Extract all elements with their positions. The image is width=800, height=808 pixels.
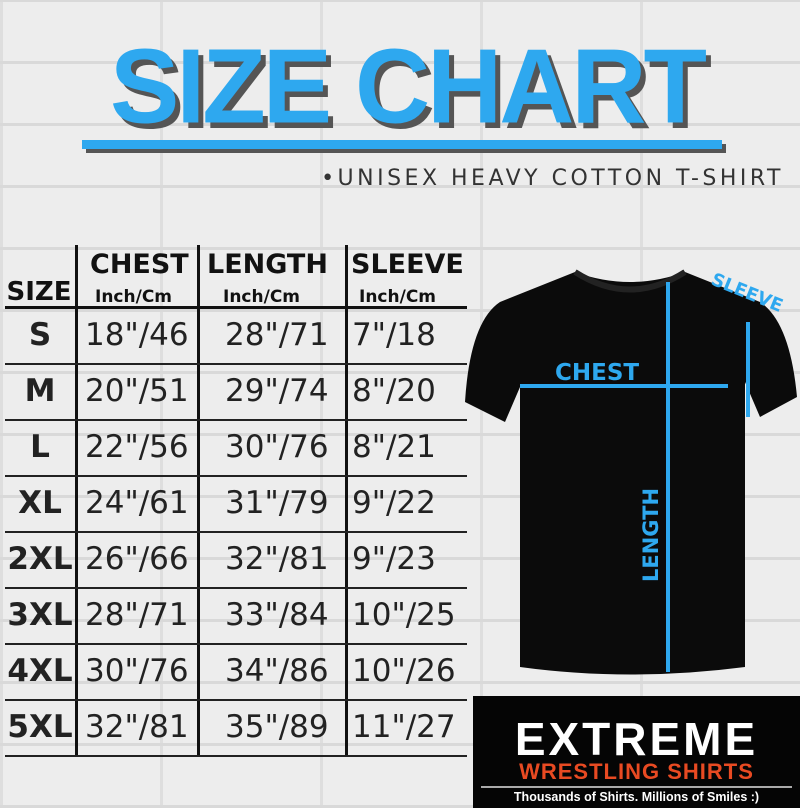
cell-length: 32"/81 [225, 541, 329, 577]
unit-length: Inch/Cm [223, 287, 301, 307]
unit-sleeve: Inch/Cm [359, 287, 437, 307]
brand-logo: EXTREME WRESTLING SHIRTS Thousands of Sh… [473, 696, 800, 808]
cell-chest: 24"/61 [85, 485, 189, 521]
divider [197, 245, 200, 755]
table-row: 4XL 30"/76 34"/86 10"/26 [5, 645, 467, 701]
cell-length: 30"/76 [225, 429, 329, 465]
cell-size: L [30, 429, 50, 465]
header-chest: CHEST [90, 249, 189, 280]
header-sleeve: SLEEVE [351, 249, 464, 280]
table-row: 5XL 32"/81 35"/89 11"/27 [5, 701, 467, 757]
cell-size: 3XL [7, 597, 73, 633]
length-label: LENGTH [639, 488, 663, 582]
subtitle: •UNISEX HEAVY COTTON T-SHIRT [321, 166, 784, 191]
page-title: SIZE CHART [110, 27, 707, 147]
cell-length: 28"/71 [225, 317, 329, 353]
cell-chest: 22"/56 [85, 429, 189, 465]
cell-size: M [24, 373, 56, 409]
tshirt-shape [465, 272, 797, 675]
logo-wordmark: EXTREME [514, 713, 759, 765]
cell-size: 2XL [7, 541, 73, 577]
cell-chest: 18"/46 [85, 317, 189, 353]
table-row: M 20"/51 29"/74 8"/20 [5, 365, 467, 421]
table-row: 3XL 28"/71 33"/84 10"/25 [5, 589, 467, 645]
cell-size: 5XL [7, 709, 73, 745]
tshirt-diagram: CHEST LENGTH SLEEVE [465, 269, 797, 675]
cell-length: 31"/79 [225, 485, 329, 521]
table-row: XL 24"/61 31"/79 9"/22 [5, 477, 467, 533]
logo-subtitle: WRESTLING SHIRTS [519, 759, 754, 784]
cell-chest: 30"/76 [85, 653, 189, 689]
cell-length: 33"/84 [225, 597, 329, 633]
cell-chest: 28"/71 [85, 597, 189, 633]
cell-size: 4XL [7, 653, 73, 689]
table-row: S 18"/46 28"/71 7"/18 [5, 309, 467, 365]
cell-size: S [28, 317, 52, 353]
table-row: 2XL 26"/66 32"/81 9"/23 [5, 533, 467, 589]
table-row: L 22"/56 30"/76 8"/21 [5, 421, 467, 477]
cell-sleeve: 10"/25 [352, 597, 456, 633]
cell-chest: 20"/51 [85, 373, 189, 409]
cell-chest: 26"/66 [85, 541, 189, 577]
cell-sleeve: 7"/18 [352, 317, 436, 353]
header-size: SIZE [6, 277, 72, 307]
cell-size: XL [18, 485, 62, 521]
cell-sleeve: 11"/27 [352, 709, 456, 745]
cell-sleeve: 8"/20 [352, 373, 436, 409]
cell-length: 34"/86 [225, 653, 329, 689]
chest-label: CHEST [555, 360, 639, 386]
unit-chest: Inch/Cm [95, 287, 173, 307]
collar [573, 269, 687, 293]
cell-chest: 32"/81 [85, 709, 189, 745]
header-divider [5, 306, 467, 309]
cell-sleeve: 10"/26 [352, 653, 456, 689]
cell-length: 29"/74 [225, 373, 329, 409]
cell-length: 35"/89 [225, 709, 329, 745]
divider [75, 245, 78, 755]
cell-sleeve: 9"/23 [352, 541, 436, 577]
cell-sleeve: 8"/21 [352, 429, 436, 465]
divider [345, 245, 348, 755]
cell-sleeve: 9"/22 [352, 485, 436, 521]
header-length: LENGTH [207, 249, 328, 280]
title-underline [82, 140, 722, 149]
logo-tagline: Thousands of Shirts. Millions of Smiles … [481, 786, 792, 804]
